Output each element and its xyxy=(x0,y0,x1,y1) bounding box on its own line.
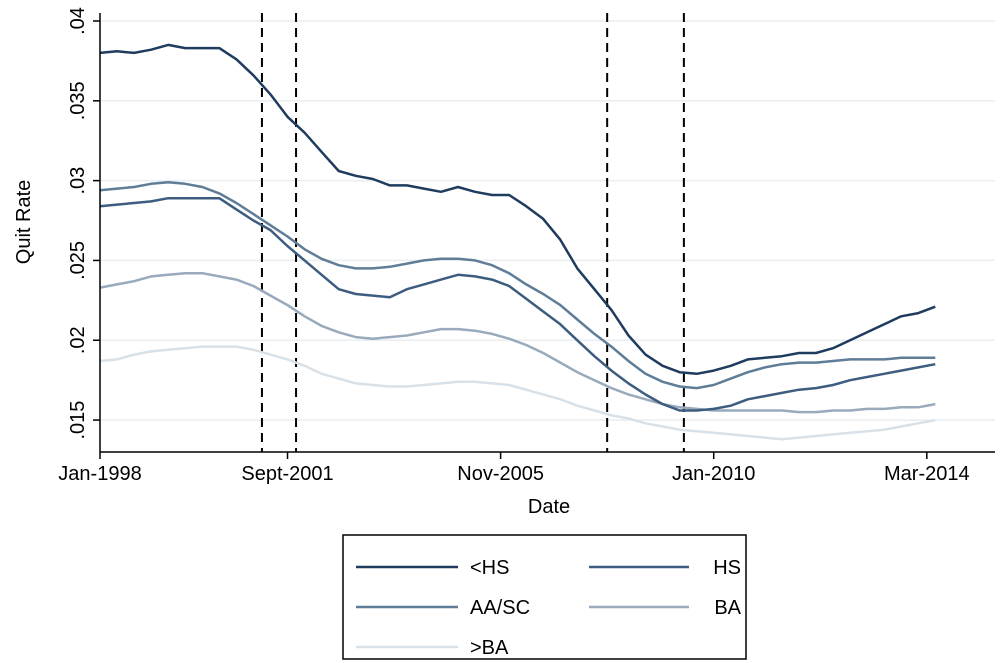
series-line xyxy=(99,180,936,390)
legend-label: >BA xyxy=(470,637,509,659)
series-line xyxy=(99,43,936,376)
legend-label: AA/SC xyxy=(470,597,530,619)
y-tick-label: .025 xyxy=(67,241,89,280)
series-lines xyxy=(99,43,936,441)
series-line xyxy=(99,196,936,412)
y-axis-title: Quit Rate xyxy=(13,180,35,264)
legend-label: <HS xyxy=(470,557,509,579)
y-tick-label: .015 xyxy=(67,401,89,440)
legend: <HS HS AA/SC BA >BA xyxy=(342,534,747,660)
grid-lines xyxy=(100,20,995,421)
x-axis-title: Date xyxy=(528,496,570,518)
x-tick-label: Mar-2014 xyxy=(884,463,970,485)
y-tick-label: .03 xyxy=(67,167,89,195)
legend-box xyxy=(342,534,747,660)
x-tick-label: Jan-2010 xyxy=(672,463,755,485)
legend-label: BA xyxy=(714,597,741,619)
event-lines xyxy=(260,13,685,452)
y-tick-label: .035 xyxy=(67,81,89,120)
legend-label: HS xyxy=(713,557,741,579)
series-line xyxy=(99,271,936,414)
x-tick-label: Sept-2001 xyxy=(241,463,333,485)
x-tick-label: Jan-1998 xyxy=(58,463,141,485)
x-tick-label: Nov-2005 xyxy=(457,463,544,485)
y-tick-label: .02 xyxy=(67,326,89,354)
axes: .015 .02 .025 .03 .035 .04 Jan-1998 Sept-2001 No… xyxy=(58,7,995,485)
y-tick-label: .04 xyxy=(67,7,89,35)
series-line xyxy=(99,345,936,441)
